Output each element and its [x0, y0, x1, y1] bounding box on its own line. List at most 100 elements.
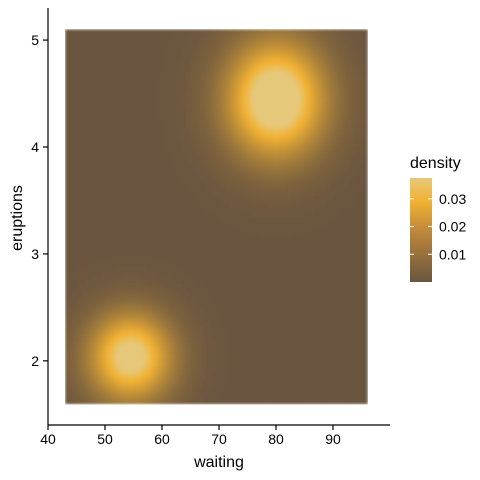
heatmap-tile — [102, 299, 106, 305]
heatmap-tile — [229, 75, 234, 80]
heatmap-tile — [91, 270, 96, 276]
heatmap-tile — [138, 191, 143, 197]
heatmap-tile — [149, 299, 153, 305]
heatmap-tile — [105, 332, 110, 338]
heatmap-tile — [229, 41, 234, 47]
heatmap-tile — [115, 50, 120, 55]
heatmap-tile — [239, 237, 244, 243]
heatmap-tile — [65, 370, 70, 376]
heatmap-tile — [128, 83, 133, 89]
heatmap-tile — [128, 262, 133, 267]
heatmap-tile — [192, 187, 197, 193]
heatmap-tile — [145, 332, 150, 338]
heatmap-tile — [118, 204, 123, 209]
heatmap-tile — [169, 312, 174, 317]
heatmap-tile — [243, 133, 247, 139]
heatmap-tile — [185, 133, 190, 139]
heatmap-tile — [246, 83, 251, 89]
heatmap-tile — [169, 46, 174, 51]
heatmap-tile — [189, 374, 194, 380]
heatmap-tile — [229, 278, 234, 284]
heatmap-tile — [149, 137, 153, 143]
heatmap-tile — [108, 46, 113, 51]
heatmap-tile — [115, 95, 120, 101]
heatmap-tile — [149, 75, 153, 80]
heatmap-tile — [71, 216, 76, 222]
heatmap-tile — [78, 137, 83, 143]
heatmap-tile — [239, 216, 244, 222]
heatmap-tile — [222, 212, 227, 218]
heatmap-tile — [65, 58, 70, 64]
heatmap-tile — [128, 220, 133, 226]
heatmap-tile — [71, 116, 76, 122]
heatmap-tile — [179, 204, 184, 209]
heatmap-tile — [71, 137, 76, 143]
heatmap-tile — [88, 54, 93, 60]
heatmap-tile — [185, 295, 190, 301]
heatmap-tile — [68, 166, 73, 172]
heatmap-tile — [199, 349, 204, 355]
heatmap-tile — [246, 274, 251, 280]
heatmap-tile — [212, 266, 217, 272]
heatmap-tile — [149, 391, 153, 396]
heatmap-tile — [232, 54, 237, 60]
heatmap-tile — [105, 154, 110, 159]
heatmap-tile — [196, 100, 200, 105]
heatmap-tile — [189, 366, 194, 371]
heatmap-tile — [115, 104, 120, 109]
heatmap-tile — [115, 187, 120, 193]
heatmap-tile — [159, 208, 164, 213]
heatmap-tile — [185, 216, 190, 222]
heatmap-tile — [209, 320, 214, 326]
heatmap-tile — [162, 137, 167, 143]
heatmap-tile — [102, 241, 106, 247]
heatmap-tile — [135, 174, 140, 180]
heatmap-tile — [149, 366, 153, 371]
heatmap-tile — [65, 283, 70, 288]
heatmap-tile — [165, 220, 170, 226]
heatmap-tile — [185, 362, 190, 367]
heatmap-tile — [128, 91, 133, 97]
heatmap-tile — [95, 166, 100, 172]
heatmap-tile — [71, 166, 76, 172]
heatmap-tile — [199, 345, 204, 351]
heatmap-tile — [229, 70, 234, 76]
heatmap-tile — [175, 116, 180, 122]
heatmap-tile — [85, 141, 90, 147]
heatmap-tile — [179, 46, 184, 51]
heatmap-tile — [169, 179, 174, 184]
heatmap-tile — [91, 79, 96, 85]
heatmap-tile — [78, 328, 83, 334]
heatmap-tile — [222, 149, 227, 155]
heatmap-tile — [122, 58, 127, 64]
heatmap-tile — [68, 316, 73, 322]
heatmap-tile — [189, 391, 194, 396]
heatmap-tile — [209, 391, 214, 396]
heatmap-tile — [108, 266, 113, 272]
heatmap-tile — [196, 174, 200, 180]
heatmap-tile — [165, 337, 170, 342]
heatmap-tile — [236, 54, 241, 60]
heatmap-tile — [199, 137, 204, 143]
heatmap-tile — [95, 37, 100, 43]
heatmap-tile — [125, 245, 130, 251]
heatmap-tile — [95, 154, 100, 159]
heatmap-tile — [152, 187, 157, 193]
heatmap-tile — [229, 33, 234, 39]
heatmap-tile — [189, 95, 194, 101]
heatmap-tile — [95, 116, 100, 122]
heatmap-tile — [226, 162, 231, 168]
heatmap-tile — [115, 33, 120, 39]
heatmap-tile — [81, 54, 86, 60]
heatmap-tile — [246, 145, 251, 151]
heatmap-tile — [239, 58, 244, 64]
heatmap-tile — [155, 29, 160, 35]
heatmap-tile — [135, 320, 140, 326]
heatmap-tile — [108, 374, 113, 380]
heatmap-tile — [152, 66, 157, 72]
heatmap-tile — [229, 324, 234, 330]
heatmap-tile — [216, 266, 221, 272]
heatmap-tile — [236, 199, 241, 205]
heatmap-tile — [169, 341, 174, 346]
heatmap-tile — [229, 204, 234, 209]
